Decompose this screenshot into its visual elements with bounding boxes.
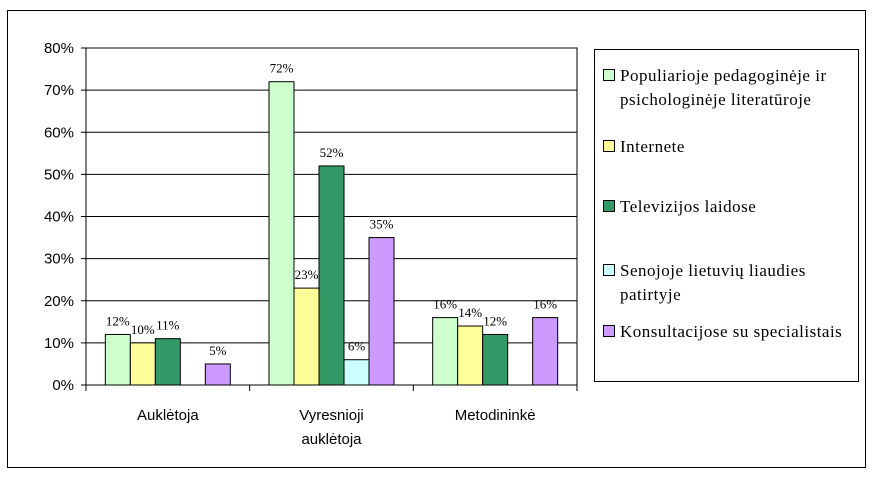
bar bbox=[204, 363, 231, 386]
bar bbox=[104, 333, 131, 386]
legend-swatch bbox=[603, 200, 615, 212]
legend-label: Internete bbox=[620, 137, 685, 156]
bar bbox=[457, 325, 484, 386]
data-label: 12% bbox=[106, 313, 130, 328]
data-label: 16% bbox=[533, 297, 557, 312]
y-tick-label: 70% bbox=[44, 82, 74, 99]
bar bbox=[129, 342, 156, 386]
legend-item: Televizijos laidose bbox=[603, 195, 860, 219]
x-category-label: Metodininkė bbox=[455, 407, 536, 424]
data-label: 72% bbox=[270, 61, 294, 76]
y-tick-label: 0% bbox=[52, 377, 74, 394]
y-tick-label: 50% bbox=[44, 166, 74, 183]
data-label: 5% bbox=[209, 343, 227, 358]
legend-item: Konsultacijose su specialistais bbox=[603, 320, 860, 344]
data-label: 11% bbox=[156, 318, 180, 333]
chart-legend: Populiarioje pedagoginėje ir psichologin… bbox=[594, 49, 859, 382]
y-tick-label: 20% bbox=[44, 293, 74, 310]
data-label: 10% bbox=[131, 322, 155, 337]
data-label: 12% bbox=[483, 313, 507, 328]
bar bbox=[268, 81, 295, 386]
bar bbox=[482, 333, 509, 386]
legend-item: Senojoje lietuvių liaudies patirtyje bbox=[603, 259, 860, 307]
bar bbox=[318, 165, 345, 386]
legend-label: Televizijos laidose bbox=[620, 197, 757, 216]
bar bbox=[154, 338, 181, 386]
y-tick-label: 30% bbox=[44, 251, 74, 268]
data-label: 6% bbox=[348, 339, 366, 354]
bar bbox=[293, 287, 320, 386]
y-tick-label: 80% bbox=[44, 40, 74, 57]
bar bbox=[343, 359, 370, 386]
y-tick-label: 10% bbox=[44, 335, 74, 352]
data-label: 35% bbox=[370, 217, 394, 232]
legend-item: Internete bbox=[603, 135, 860, 159]
legend-label: Populiarioje pedagoginėje ir psichologin… bbox=[620, 66, 827, 109]
data-label: 14% bbox=[458, 305, 482, 320]
legend-label: Konsultacijose su specialistais bbox=[620, 322, 843, 341]
legend-label: Senojoje lietuvių liaudies patirtyje bbox=[620, 261, 806, 304]
bar bbox=[432, 317, 459, 386]
y-tick-label: 60% bbox=[44, 124, 74, 141]
bar bbox=[368, 237, 395, 386]
data-label: 52% bbox=[320, 145, 344, 160]
x-category-label: Vyresnioji auklėtoja bbox=[299, 407, 363, 448]
data-label: 16% bbox=[433, 297, 457, 312]
legend-swatch bbox=[603, 264, 615, 276]
bar bbox=[532, 317, 559, 386]
legend-item: Populiarioje pedagoginėje ir psichologin… bbox=[603, 64, 860, 112]
legend-swatch bbox=[603, 140, 615, 152]
legend-swatch bbox=[603, 325, 615, 337]
y-tick-label: 40% bbox=[44, 209, 74, 226]
legend-swatch bbox=[603, 69, 615, 81]
x-category-label: Auklėtoja bbox=[137, 407, 199, 424]
data-label: 23% bbox=[295, 267, 319, 282]
